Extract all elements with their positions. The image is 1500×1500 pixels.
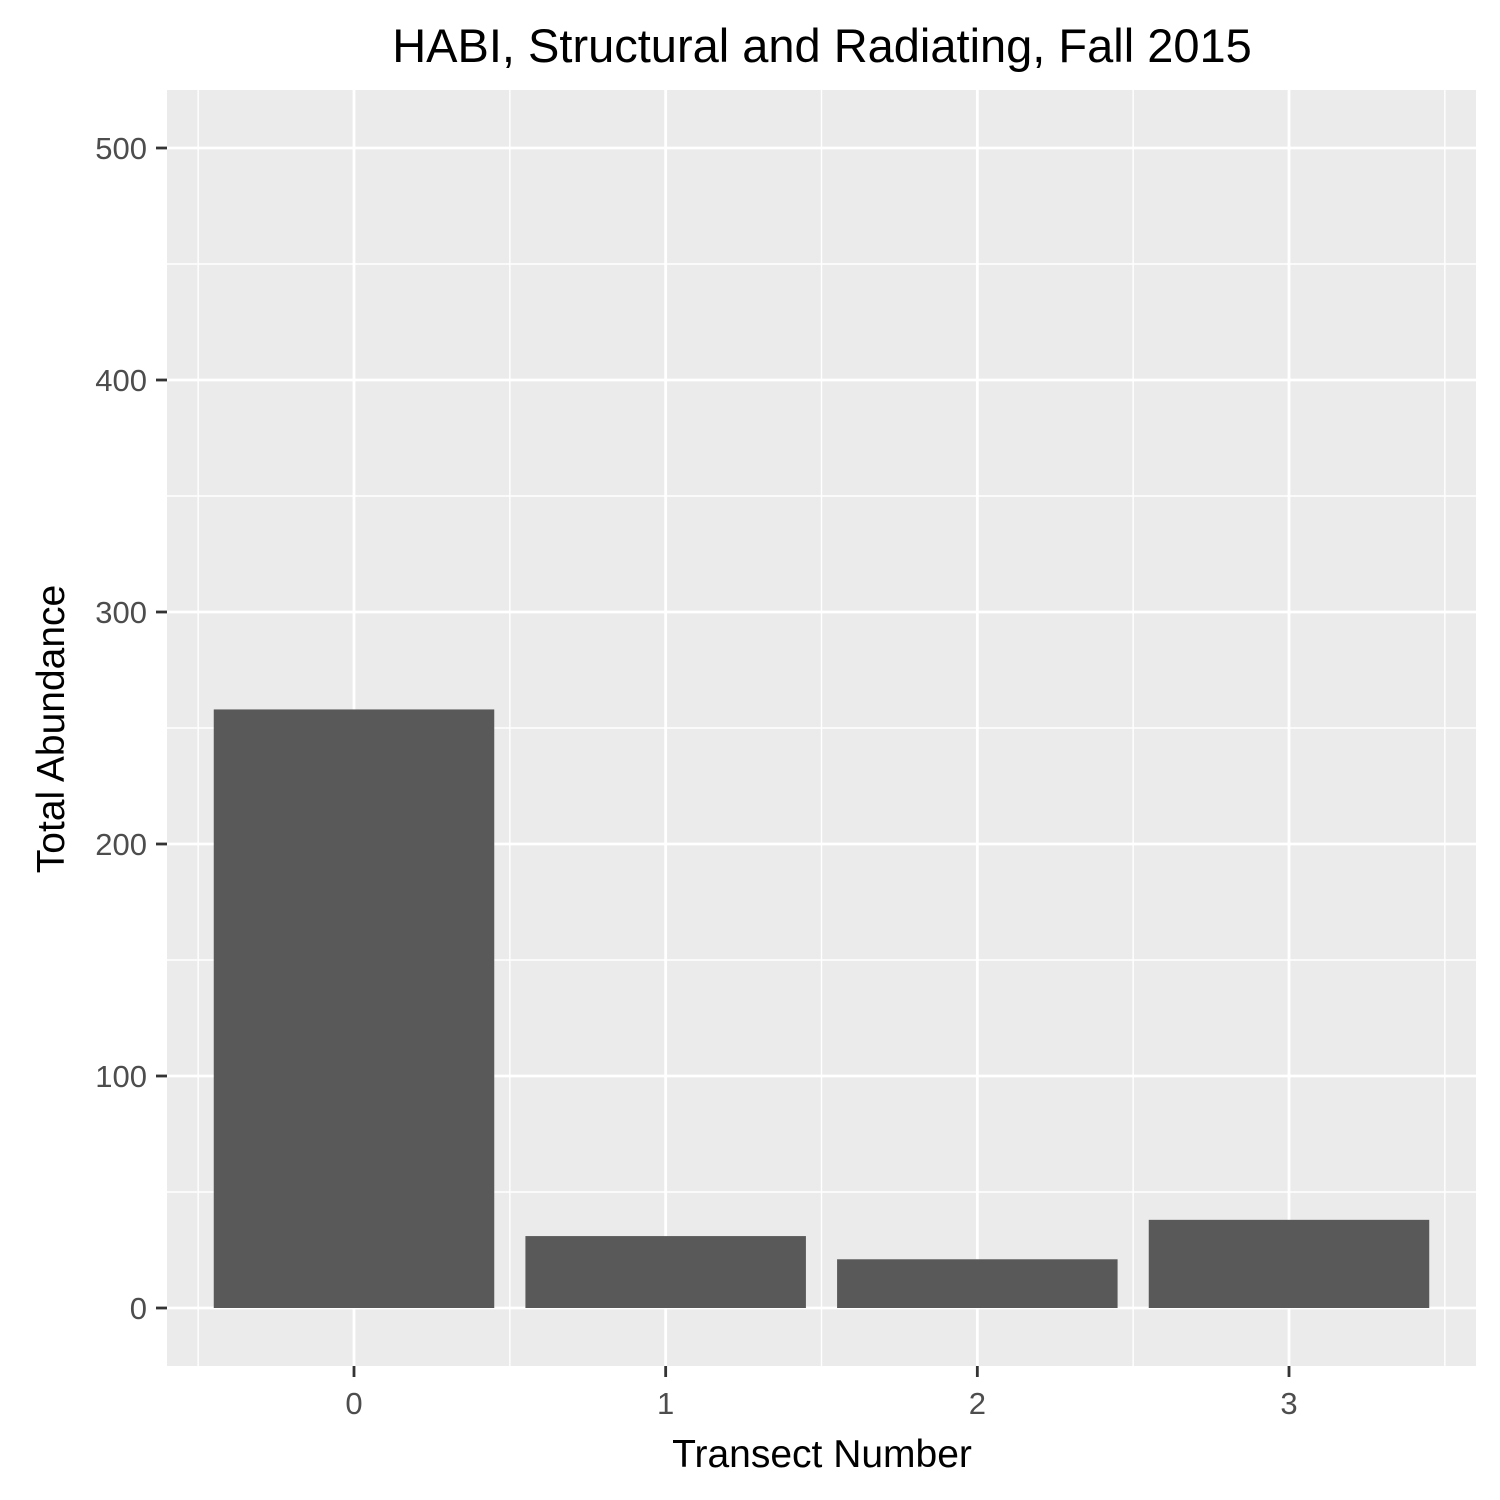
- bar-transect-1: [525, 1236, 806, 1308]
- x-axis-title: Transect Number: [672, 1433, 972, 1476]
- y-axis-title: Total Abundance: [30, 585, 73, 873]
- y-tick-label: 400: [95, 363, 147, 398]
- y-tick-label: 300: [95, 595, 147, 630]
- y-tick-label: 200: [95, 827, 147, 862]
- x-tick-label: 2: [969, 1386, 986, 1421]
- y-tick-label: 100: [95, 1059, 147, 1094]
- y-tick-label: 500: [95, 131, 147, 166]
- y-axis: 0 100 200 300 400 500: [95, 131, 167, 1326]
- x-tick-label: 3: [1280, 1386, 1297, 1421]
- x-axis: 0 1 2 3: [345, 1366, 1298, 1421]
- bar-transect-2: [837, 1259, 1118, 1308]
- y-tick-label: 0: [130, 1291, 147, 1326]
- chart-title: HABI, Structural and Radiating, Fall 201…: [392, 19, 1252, 72]
- x-tick-label: 0: [345, 1386, 362, 1421]
- x-tick-label: 1: [657, 1386, 674, 1421]
- bar-group: [213, 709, 1430, 1308]
- bar-transect-3: [1148, 1219, 1430, 1308]
- bar-transect-0: [213, 709, 495, 1308]
